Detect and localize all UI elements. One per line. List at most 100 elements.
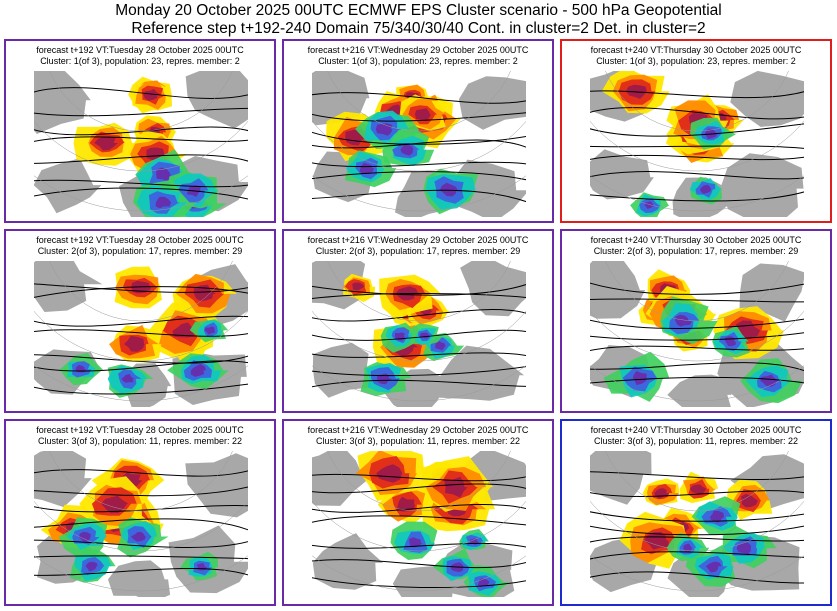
land-mass bbox=[590, 149, 654, 200]
negative-anomaly-shading bbox=[130, 531, 147, 542]
geopotential-isoline bbox=[312, 112, 526, 122]
geopotential-isoline bbox=[590, 107, 804, 120]
forecast-label: forecast t+192 VT:Tuesday 28 October 202… bbox=[36, 425, 244, 435]
geopotential-map bbox=[34, 261, 248, 407]
forecast-label: forecast t+192 VT:Tuesday 28 October 202… bbox=[36, 45, 244, 55]
land-mass bbox=[34, 71, 91, 134]
geopotential-isoline bbox=[590, 490, 804, 497]
negative-anomaly-shading bbox=[377, 373, 392, 385]
cluster-label: Cluster: 1(of 3), population: 23, repres… bbox=[318, 56, 518, 66]
geopotential-isoline bbox=[312, 366, 526, 377]
geopotential-isoline bbox=[34, 469, 248, 477]
geopotential-map bbox=[312, 261, 526, 407]
geopotential-isoline bbox=[590, 298, 804, 303]
geopotential-isoline bbox=[34, 136, 248, 143]
positive-anomaly-shading bbox=[376, 464, 403, 483]
geopotential-isoline bbox=[312, 171, 526, 181]
geopotential-isoline bbox=[34, 87, 248, 99]
geopotential-isoline bbox=[34, 567, 248, 576]
cluster-3-t216-panel: forecast t+216 VT:Wednesday 29 October 2… bbox=[282, 419, 554, 606]
geopotential-isoline bbox=[312, 161, 526, 168]
geopotential-isoline bbox=[312, 352, 526, 358]
positive-anomaly-shading bbox=[736, 320, 761, 339]
positive-anomaly-shading bbox=[101, 495, 129, 514]
geopotential-isoline bbox=[312, 504, 526, 513]
land-mass bbox=[590, 261, 646, 319]
land-mass bbox=[438, 345, 525, 401]
negative-anomaly-shading bbox=[683, 543, 693, 553]
geopotential-isoline bbox=[590, 551, 804, 560]
land-mass bbox=[312, 71, 370, 126]
negative-anomaly-shading bbox=[675, 314, 692, 327]
positive-anomaly-shading bbox=[643, 531, 669, 550]
forecast-label: forecast t+216 VT:Wednesday 29 October 2… bbox=[307, 235, 529, 245]
geopotential-isoline bbox=[590, 345, 804, 352]
geopotential-isoline bbox=[312, 473, 526, 482]
figure-title: Monday 20 October 2025 00UTC ECMWF EPS C… bbox=[115, 2, 722, 19]
land-mass bbox=[392, 566, 458, 597]
geopotential-isoline bbox=[590, 536, 804, 543]
geopotential-isoline bbox=[34, 505, 248, 513]
geopotential-isoline bbox=[590, 90, 804, 99]
geopotential-isoline bbox=[312, 139, 526, 149]
negative-anomaly-shading bbox=[700, 184, 712, 194]
geopotential-isoline bbox=[34, 154, 248, 164]
figure-subtitle: Reference step t+192-240 Domain 75/340/3… bbox=[131, 20, 706, 37]
forecast-label: forecast t+192 VT:Tuesday 28 October 202… bbox=[36, 235, 244, 245]
positive-anomaly-shading bbox=[414, 108, 431, 122]
cluster-2-t216-panel: forecast t+216 VT:Wednesday 29 October 2… bbox=[282, 229, 554, 413]
forecast-label: forecast t+240 VT:Thursday 30 October 20… bbox=[590, 235, 802, 245]
positive-anomaly-shading bbox=[94, 136, 118, 151]
geopotential-isoline bbox=[590, 571, 804, 584]
geopotential-isoline bbox=[312, 131, 526, 145]
land-mass bbox=[730, 454, 804, 513]
cluster-1-t216-panel: forecast t+216 VT:Wednesday 29 October 2… bbox=[282, 39, 554, 223]
geopotential-isoline bbox=[34, 107, 248, 117]
graticule bbox=[312, 261, 526, 402]
cluster-1-t192-panel: forecast t+192 VT:Tuesday 28 October 202… bbox=[4, 39, 276, 223]
geopotential-isoline bbox=[312, 292, 526, 300]
geopotential-isoline bbox=[312, 283, 526, 296]
graticule bbox=[312, 71, 526, 212]
cluster-label: Cluster: 1(of 3), population: 23, repres… bbox=[596, 56, 796, 66]
geopotential-isoline bbox=[312, 329, 526, 341]
land-mass bbox=[34, 158, 102, 214]
geopotential-isoline bbox=[312, 542, 526, 549]
graticule bbox=[34, 451, 248, 592]
geopotential-isoline bbox=[34, 187, 248, 200]
negative-anomaly-shading bbox=[121, 374, 135, 383]
forecast-label: forecast t+240 VT:Thursday 30 October 20… bbox=[590, 45, 802, 55]
cluster-3-t240-panel: forecast t+240 VT:Thursday 30 October 20… bbox=[560, 419, 832, 606]
geopotential-isoline bbox=[34, 555, 248, 560]
negative-anomaly-shading bbox=[400, 144, 414, 156]
positive-anomaly-shading bbox=[352, 282, 365, 291]
geopotential-isoline bbox=[312, 189, 526, 203]
geopotential-isoline bbox=[590, 145, 804, 149]
positive-anomaly-shading bbox=[172, 322, 195, 338]
geopotential-isoline bbox=[34, 518, 248, 531]
negative-anomaly-shading bbox=[190, 364, 207, 377]
geopotential-isoline bbox=[590, 511, 804, 522]
geopotential-isoline bbox=[34, 486, 248, 497]
geopotential-map bbox=[312, 71, 526, 217]
geopotential-isoline bbox=[312, 92, 526, 104]
geopotential-isoline bbox=[34, 329, 248, 337]
geopotential-isoline bbox=[590, 191, 804, 202]
negative-anomaly-shading bbox=[439, 182, 458, 197]
geopotential-map bbox=[34, 71, 248, 217]
geopotential-isoline bbox=[590, 471, 804, 480]
graticule bbox=[34, 71, 248, 212]
graticule bbox=[312, 451, 526, 592]
negative-anomaly-shading bbox=[359, 162, 375, 174]
land-mass bbox=[460, 261, 526, 317]
geopotential-isoline bbox=[312, 577, 526, 589]
geopotential-isoline bbox=[590, 171, 804, 180]
negative-anomaly-shading bbox=[477, 578, 490, 587]
forecast-label: forecast t+216 VT:Wednesday 29 October 2… bbox=[307, 45, 529, 55]
cluster-label: Cluster: 3(of 3), population: 11, repres… bbox=[316, 436, 520, 446]
geopotential-isoline bbox=[312, 515, 526, 526]
positive-anomaly-shading bbox=[396, 496, 416, 512]
positive-anomaly-shading bbox=[689, 484, 707, 495]
geopotential-isoline bbox=[34, 360, 248, 372]
negative-anomaly-shading bbox=[705, 561, 722, 573]
